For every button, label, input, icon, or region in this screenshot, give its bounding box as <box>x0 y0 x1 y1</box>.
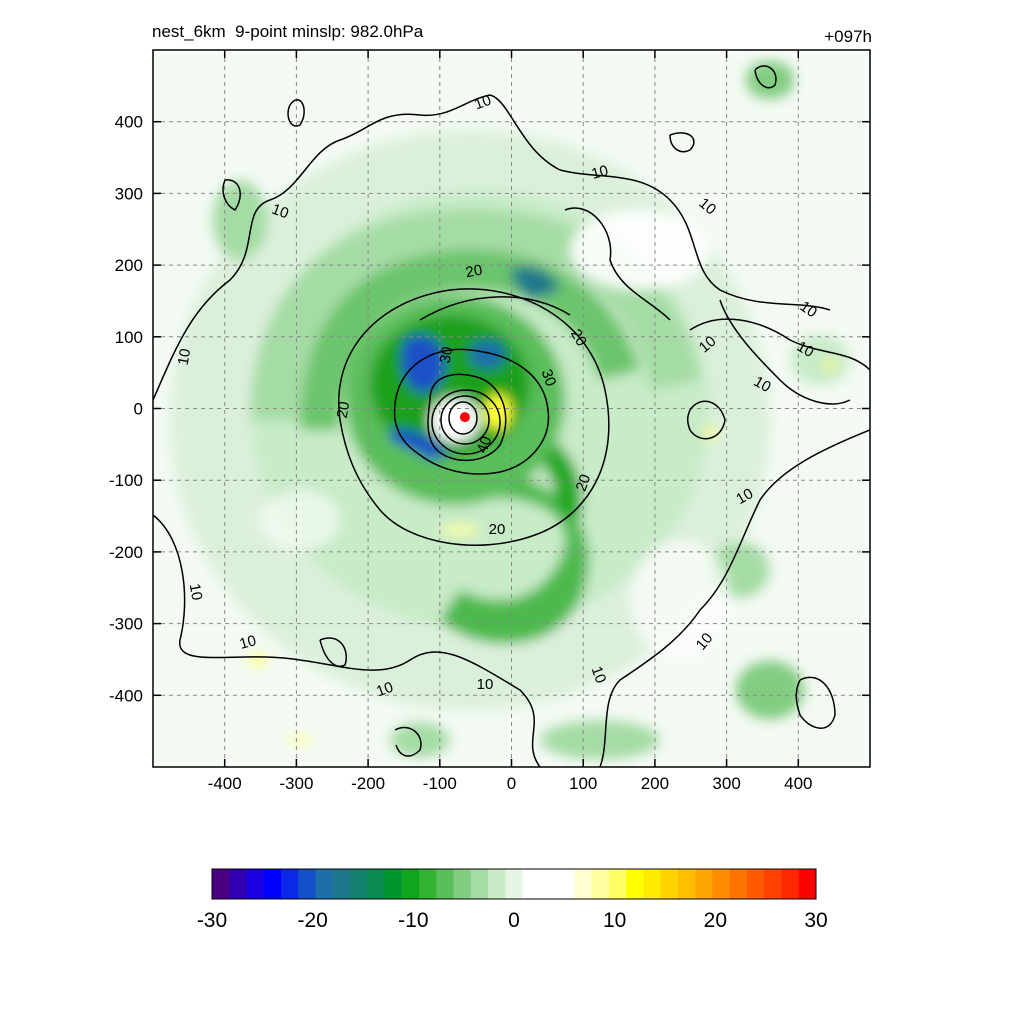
y-tick-label: -300 <box>109 615 143 634</box>
colorbar-swatch <box>401 869 420 899</box>
contour-label: 30 <box>437 345 457 364</box>
colorbar-swatch <box>505 869 524 899</box>
colorbar-tick-label: 30 <box>804 909 827 932</box>
colorbar-swatch <box>591 869 610 899</box>
colorbar-swatch <box>332 869 351 899</box>
x-tick-label: -300 <box>279 774 313 793</box>
colorbar-swatch <box>263 869 282 899</box>
colorbar-swatch <box>781 869 800 899</box>
colorbar-swatch <box>746 869 765 899</box>
colorbar-swatch <box>246 869 265 899</box>
colorbar-tick-label: 20 <box>704 909 727 932</box>
colorbar-swatch <box>712 869 731 899</box>
colorbar-swatch <box>660 869 679 899</box>
contour-label: 10 <box>477 676 494 693</box>
colorbar: -30 -20 -10 0 10 20 30 <box>197 868 828 932</box>
contour-label: 40 <box>474 434 496 455</box>
colorbar-swatch <box>453 869 472 899</box>
colorbar-tick-label: -20 <box>297 909 327 932</box>
y-tick-label: -100 <box>109 471 143 490</box>
colorbar-swatch <box>367 869 386 899</box>
colorbar-swatch <box>608 869 627 899</box>
y-axis: 400 300 200 100 0 -100 -200 -300 -400 <box>109 113 870 705</box>
contour-label: 20 <box>464 262 483 282</box>
colorbar-swatch <box>643 869 662 899</box>
colorbar-swatch <box>729 869 748 899</box>
x-tick-label: -400 <box>208 774 242 793</box>
colorbar-swatch <box>626 869 644 899</box>
contour-lines <box>153 65 870 767</box>
colorbar-swatch <box>470 869 489 899</box>
x-axis: -400 -300 -200 -100 0 100 200 300 400 <box>208 50 812 793</box>
x-tick-label: 200 <box>641 774 669 793</box>
contour-label: 10 <box>590 162 611 183</box>
lead-time-label: +097h <box>824 27 872 46</box>
colorbar-swatch <box>522 869 541 899</box>
contour-label: 10 <box>269 201 290 223</box>
x-tick-label: 0 <box>507 774 516 793</box>
colorbar-swatch <box>315 869 334 899</box>
contour-label: 10 <box>797 298 820 321</box>
colorbar-swatch <box>229 869 248 899</box>
colorbar-frame <box>211 868 817 900</box>
contour-label: 30 <box>538 367 560 388</box>
contour-label: 10 <box>751 373 774 396</box>
x-tick-label: 100 <box>569 774 597 793</box>
colorbar-tick-label: 10 <box>603 909 626 932</box>
contour-label: 20 <box>489 521 506 538</box>
y-tick-label: -200 <box>109 543 143 562</box>
colorbar-swatch <box>419 869 437 899</box>
x-tick-label: -200 <box>351 774 385 793</box>
colorbar-swatch <box>677 869 696 899</box>
contour-label: 10 <box>794 338 817 361</box>
y-tick-label: -400 <box>109 686 143 705</box>
contour-label: 10 <box>238 632 259 653</box>
colorbar-swatch <box>488 869 506 899</box>
y-tick-label: 100 <box>115 328 143 347</box>
contour-label: 10 <box>175 347 195 366</box>
contour-labels: 1010101010101010101010101010101020202020… <box>175 92 820 701</box>
colorbar-swatch <box>695 869 713 899</box>
contour-label: 10 <box>733 485 756 508</box>
contour-label: 20 <box>567 326 590 349</box>
colorbar-swatch <box>539 869 558 899</box>
colorbar-swatch <box>281 869 299 899</box>
contour-label: 20 <box>334 400 354 419</box>
colorbar-swatch <box>212 869 230 899</box>
chart-title: nest_6km 9-point minslp: 982.0hPa <box>152 22 424 41</box>
colorbar-swatch <box>764 869 782 899</box>
colorbar-swatch <box>384 869 403 899</box>
y-tick-label: 200 <box>115 256 143 275</box>
colorbar-swatch <box>350 869 368 899</box>
colorbar-swatch <box>298 869 317 899</box>
x-tick-label: -100 <box>423 774 457 793</box>
x-tick-label: 300 <box>712 774 740 793</box>
colorbar-swatch <box>557 869 575 899</box>
colorbar-tick-label: -30 <box>197 909 227 932</box>
x-tick-label: 400 <box>784 774 812 793</box>
colorbar-tick-label: 0 <box>508 909 520 932</box>
colorbar-swatch <box>798 869 817 899</box>
y-tick-label: 400 <box>115 113 143 132</box>
contour-label: 10 <box>588 664 610 685</box>
contour-label: 20 <box>573 472 595 493</box>
storm-center-marker <box>459 412 470 423</box>
contour-label: 10 <box>186 582 206 601</box>
colorbar-tick-label: -10 <box>398 909 428 932</box>
contour-label: 10 <box>472 92 493 114</box>
y-tick-label: 0 <box>134 400 143 419</box>
y-tick-label: 300 <box>115 184 143 203</box>
colorbar-swatch <box>436 869 455 899</box>
contour-label: 10 <box>374 679 395 701</box>
shaded-field <box>153 50 870 767</box>
colorbar-swatch <box>574 869 593 899</box>
